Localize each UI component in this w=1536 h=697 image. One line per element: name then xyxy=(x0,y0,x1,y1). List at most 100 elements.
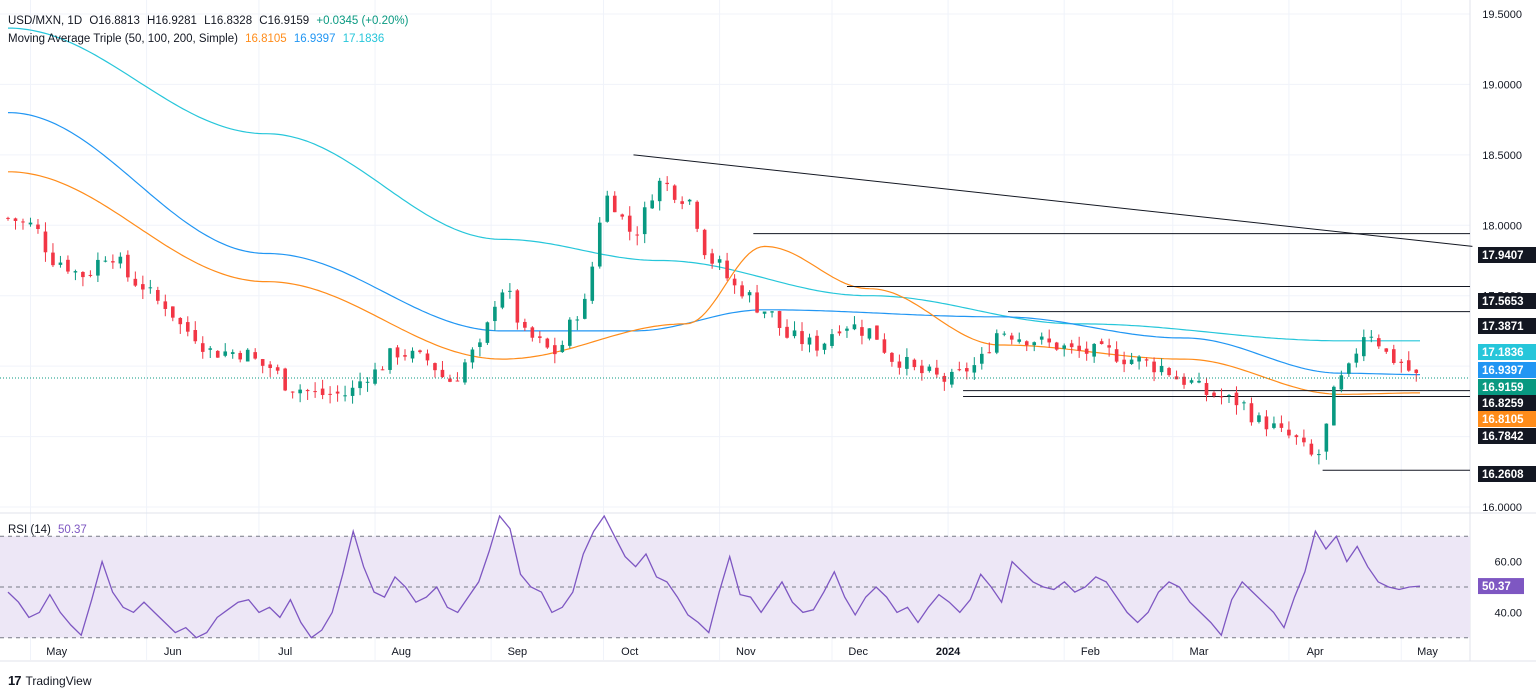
time-tick: Aug xyxy=(391,646,411,658)
price-badge-text: 17.9407 xyxy=(1482,250,1524,262)
candle-body xyxy=(1024,341,1029,346)
candle-body xyxy=(1152,361,1156,373)
candle-body xyxy=(13,218,18,221)
candle-body xyxy=(238,352,243,360)
candle-body xyxy=(882,339,887,353)
candle-body xyxy=(298,389,302,394)
candle-body xyxy=(1362,337,1366,357)
tradingview-logo[interactable]: 17 TradingView xyxy=(8,673,92,688)
candle-body xyxy=(245,349,250,362)
candle-body xyxy=(478,342,482,347)
candle-body xyxy=(1054,342,1059,350)
candle-body xyxy=(1062,345,1066,349)
candle-body xyxy=(1257,415,1261,422)
candle-body xyxy=(1332,386,1336,426)
candle-body xyxy=(1391,349,1396,363)
candle-body xyxy=(1219,396,1224,398)
price-tick: 18.5000 xyxy=(1482,150,1522,162)
candle-body xyxy=(275,367,280,371)
candle-body xyxy=(979,353,984,364)
candle-body xyxy=(822,343,827,350)
candle-body xyxy=(972,365,977,373)
candlesticks xyxy=(0,176,1470,465)
candle-body xyxy=(890,352,894,362)
candle-body xyxy=(1347,363,1351,374)
price-badge-text: 16.2608 xyxy=(1482,469,1524,481)
candle-body xyxy=(230,352,235,354)
candle-body xyxy=(81,271,85,278)
candle-body xyxy=(530,327,535,338)
candle-body xyxy=(1339,375,1344,390)
candle-body xyxy=(875,325,879,340)
candle-body xyxy=(200,343,205,352)
candle-body xyxy=(178,317,183,325)
candle-body xyxy=(373,369,377,384)
candle-body xyxy=(500,292,505,308)
candle-body xyxy=(657,180,662,202)
candle-body xyxy=(942,375,947,382)
rsi-pane: 60.00 40.00 50.37 xyxy=(0,514,1524,639)
candle-body xyxy=(103,260,108,262)
candle-body xyxy=(418,350,422,353)
candle-body xyxy=(575,319,580,321)
candle-body xyxy=(1182,376,1186,385)
candle-body xyxy=(612,195,617,213)
candle-body xyxy=(96,259,100,276)
candle-body xyxy=(852,324,857,330)
candle-body xyxy=(605,195,610,222)
candle-body xyxy=(133,278,138,286)
candle-body xyxy=(687,199,692,202)
rsi-badge-bg xyxy=(1478,578,1524,595)
candle-body xyxy=(807,337,812,345)
candle-body xyxy=(1287,429,1291,436)
price-badge-text: 16.8105 xyxy=(1482,414,1524,426)
candle-body xyxy=(21,221,25,223)
candle-body xyxy=(935,367,939,375)
price-badge-text: 16.8259 xyxy=(1482,398,1524,410)
candle-body xyxy=(1189,380,1194,383)
candle-body xyxy=(58,262,63,265)
candle-body xyxy=(523,321,527,328)
price-badge-text: 16.9397 xyxy=(1482,365,1524,377)
candle-body xyxy=(620,214,625,217)
ma-legend[interactable]: Moving Average Triple (50, 100, 200, Sim… xyxy=(8,33,388,45)
candle-body xyxy=(88,274,93,276)
candle-body xyxy=(785,326,789,338)
time-axis: May Jun Jul Aug Sep Oct Nov Dec 2024 Feb Mar Apr May xyxy=(46,646,1438,658)
candle-body xyxy=(1354,353,1359,363)
price-badge-text: 17.5653 xyxy=(1482,296,1524,308)
candle-body xyxy=(1242,402,1246,404)
candle-body xyxy=(515,290,520,323)
candle-body xyxy=(455,380,460,382)
time-tick: Nov xyxy=(736,646,756,658)
candle-body xyxy=(1249,403,1254,423)
candle-body xyxy=(1002,333,1007,335)
time-tick: 2024 xyxy=(936,646,961,658)
candle-body xyxy=(957,369,962,371)
ohlc-legend: USD/MXN, 1D O16.8813 H16.9281 L16.8328 C… xyxy=(8,15,412,27)
candle-body xyxy=(185,322,190,332)
candle-body xyxy=(215,350,220,358)
candle-body xyxy=(747,292,752,296)
candle-body xyxy=(597,222,602,267)
ma50-path xyxy=(8,171,1420,395)
candle-body xyxy=(395,347,400,358)
time-tick: Jul xyxy=(278,646,292,658)
price-badge-bg xyxy=(1478,466,1536,482)
candle-body xyxy=(410,350,415,359)
candle-body xyxy=(1399,361,1404,363)
candle-body xyxy=(1317,454,1321,456)
price-tick: 16.0000 xyxy=(1482,502,1522,514)
candle-body xyxy=(305,390,310,392)
candle-body xyxy=(905,356,909,369)
rsi-legend[interactable]: RSI (14) 50.37 xyxy=(8,524,91,536)
candle-body xyxy=(148,287,153,289)
candle-body xyxy=(987,352,992,354)
candle-body xyxy=(1324,423,1329,452)
symbol-label[interactable]: USD/MXN, 1D xyxy=(8,15,83,27)
candle-body xyxy=(358,381,362,389)
candle-body xyxy=(1114,349,1119,362)
candle-body xyxy=(545,338,550,348)
candle-body xyxy=(1212,392,1216,396)
